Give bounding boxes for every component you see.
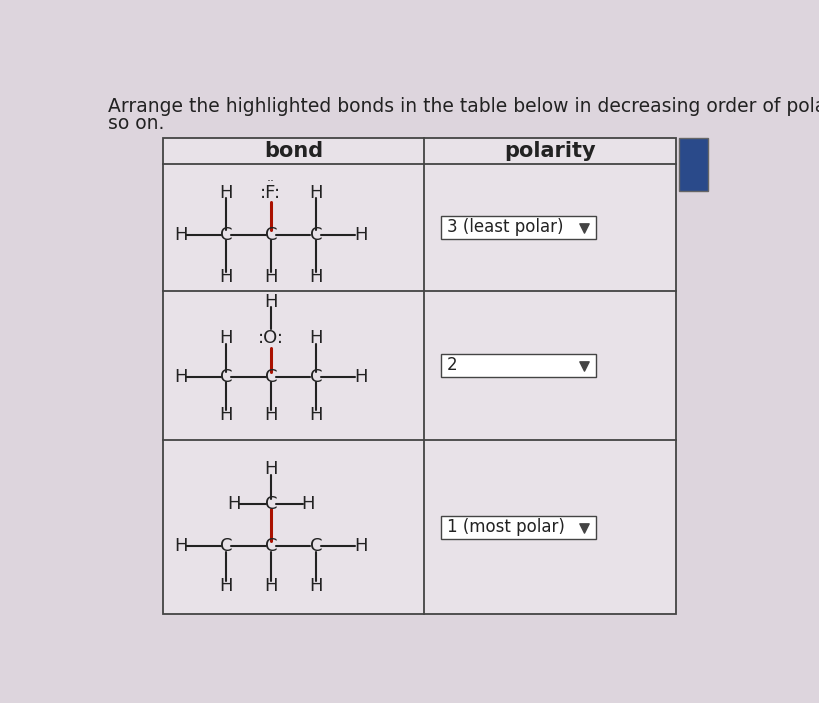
Text: H: H <box>219 330 233 347</box>
Text: so on.: so on. <box>108 115 164 134</box>
Text: C: C <box>265 368 277 386</box>
Text: H: H <box>174 537 188 555</box>
Point <box>577 222 590 233</box>
Bar <box>679 138 708 191</box>
Text: C: C <box>310 537 322 555</box>
Text: H: H <box>219 183 233 202</box>
Text: H: H <box>301 495 314 513</box>
Text: H: H <box>354 226 368 244</box>
Text: polarity: polarity <box>505 141 595 161</box>
Point <box>577 522 590 534</box>
Text: C: C <box>265 226 277 244</box>
Text: C: C <box>265 537 277 555</box>
Text: bond: bond <box>264 141 323 161</box>
Text: H: H <box>219 269 233 286</box>
Text: C: C <box>310 226 322 244</box>
Text: H: H <box>309 330 323 347</box>
Text: H: H <box>174 368 188 386</box>
Text: H: H <box>265 406 278 425</box>
Text: C: C <box>219 368 233 386</box>
Text: 3 (least polar): 3 (least polar) <box>447 218 563 236</box>
FancyBboxPatch shape <box>441 216 596 239</box>
Text: H: H <box>309 406 323 425</box>
Text: C: C <box>265 495 277 513</box>
Text: H: H <box>174 226 188 244</box>
Text: H: H <box>354 368 368 386</box>
Text: H: H <box>309 269 323 286</box>
Text: H: H <box>219 406 233 425</box>
Text: C: C <box>219 226 233 244</box>
Text: C: C <box>219 537 233 555</box>
Text: H: H <box>219 577 233 595</box>
Text: H: H <box>309 183 323 202</box>
Point <box>577 361 590 372</box>
Text: 1 (most polar): 1 (most polar) <box>447 518 565 536</box>
Bar <box>163 138 676 614</box>
Text: H: H <box>265 577 278 595</box>
Text: :O:: :O: <box>258 330 284 347</box>
Text: H: H <box>265 460 278 478</box>
Text: C: C <box>310 368 322 386</box>
Text: H: H <box>354 537 368 555</box>
Text: :F:: :F: <box>260 183 282 202</box>
Text: H: H <box>227 495 241 513</box>
Text: H: H <box>265 269 278 286</box>
Text: H: H <box>265 292 278 311</box>
Text: 2: 2 <box>447 356 458 375</box>
FancyBboxPatch shape <box>441 515 596 538</box>
Text: Arrange the highlighted bonds in the table below in decreasing order of polarity: Arrange the highlighted bonds in the tab… <box>108 97 819 116</box>
Text: ··: ·· <box>266 175 274 188</box>
Text: H: H <box>309 577 323 595</box>
FancyBboxPatch shape <box>441 354 596 377</box>
